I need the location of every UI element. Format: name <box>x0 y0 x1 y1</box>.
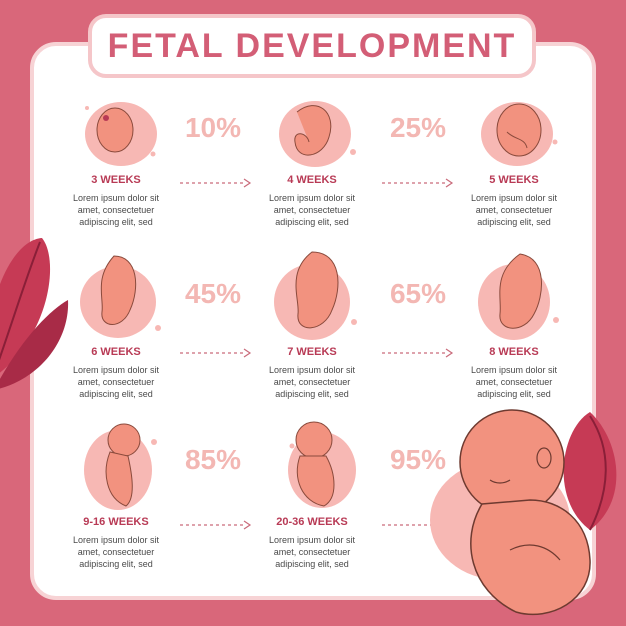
arrow-right-icon <box>180 348 252 358</box>
percentage-label: 95% <box>389 444 447 475</box>
embryo-icon <box>481 102 558 166</box>
stage-description: Lorem ipsum dolor sit amet, consectetuer… <box>268 193 356 227</box>
percentage-label: 65% <box>389 278 447 309</box>
percentage-label: 45% <box>184 278 242 309</box>
stage-description: Lorem ipsum dolor sit amet, consectetuer… <box>72 193 160 227</box>
stage-card: 20-36 WEEKS Lorem ipsum dolor sit amet, … <box>237 418 387 570</box>
arrow-right-icon <box>382 178 454 188</box>
stage-description: Lorem ipsum dolor sit amet, consectetuer… <box>268 535 356 569</box>
leaf-decoration-right <box>563 412 617 531</box>
leaf-decoration-left <box>0 238 69 389</box>
fetus-icon <box>288 421 356 508</box>
stage-description: Lorem ipsum dolor sit amet, consectetuer… <box>268 365 356 399</box>
stage-card: 5 WEEKS Lorem ipsum dolor sit amet, cons… <box>439 92 589 228</box>
embryo-icon <box>85 102 157 166</box>
stage-card: 9-16 WEEKS Lorem ipsum dolor sit amet, c… <box>41 418 191 570</box>
stage-label: 6 WEEKS <box>91 346 141 358</box>
page-title: FETAL DEVELOPMENT <box>107 26 517 65</box>
percentage-label: 10% <box>184 112 242 143</box>
embryo-icon <box>274 251 357 340</box>
stage-description: Lorem ipsum dolor sit amet, consectetuer… <box>470 193 558 227</box>
stage-description: Lorem ipsum dolor sit amet, consectetuer… <box>72 365 160 399</box>
stage-description: Lorem ipsum dolor sit amet, consectetuer… <box>72 535 160 569</box>
embryo-icon <box>80 255 161 338</box>
arrow-right-icon <box>180 520 252 530</box>
stage-label: 9-16 WEEKS <box>83 516 149 528</box>
stage-label: 8 WEEKS <box>489 346 539 358</box>
stage-description: Lorem ipsum dolor sit amet, consectetuer… <box>470 365 558 399</box>
stage-label: 5 WEEKS <box>489 174 539 186</box>
arrow-right-icon <box>382 348 454 358</box>
stage-card: 4 WEEKS Lorem ipsum dolor sit amet, cons… <box>237 92 387 228</box>
percentage-label: 85% <box>184 444 242 475</box>
fetus-icon <box>84 423 157 510</box>
title-banner: FETAL DEVELOPMENT <box>88 14 536 78</box>
embryo-icon <box>478 253 559 340</box>
stage-card: 3 WEEKS Lorem ipsum dolor sit amet, cons… <box>41 92 191 228</box>
stage-label: 20-36 WEEKS <box>276 516 348 528</box>
fetus-full-term-illustration <box>430 409 591 616</box>
stage-card: 7 WEEKS Lorem ipsum dolor sit amet, cons… <box>237 248 387 400</box>
embryo-icon <box>279 101 356 167</box>
stage-label: 3 WEEKS <box>91 174 141 186</box>
stage-card: 6 WEEKS Lorem ipsum dolor sit amet, cons… <box>41 248 191 400</box>
stage-label: 4 WEEKS <box>287 174 337 186</box>
percentage-label: 25% <box>389 112 447 143</box>
arrow-right-icon <box>180 178 252 188</box>
stage-card: 8 WEEKS Lorem ipsum dolor sit amet, cons… <box>439 248 589 400</box>
stage-label: 7 WEEKS <box>287 346 337 358</box>
